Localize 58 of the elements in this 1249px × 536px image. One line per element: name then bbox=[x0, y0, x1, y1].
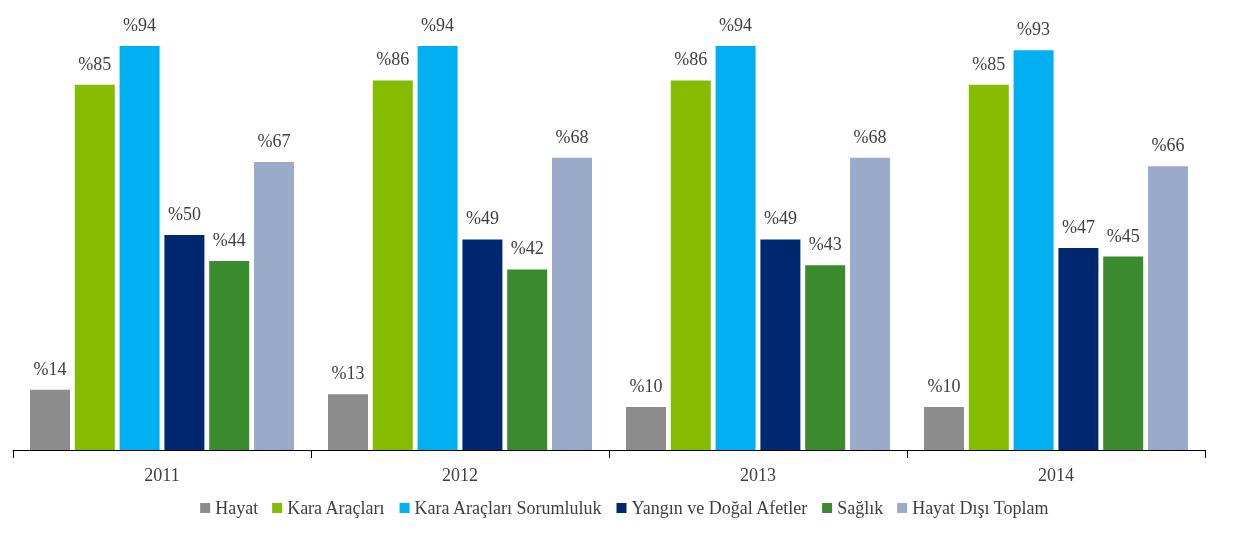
data-label: %14 bbox=[33, 358, 67, 379]
bar bbox=[670, 80, 711, 450]
bar bbox=[254, 162, 294, 450]
bar bbox=[164, 235, 205, 450]
data-label: %93 bbox=[1017, 19, 1051, 40]
data-label: %45 bbox=[1106, 225, 1140, 246]
bar bbox=[715, 46, 756, 450]
x-tick-label: 2011 bbox=[144, 465, 180, 485]
data-label: %94 bbox=[421, 15, 455, 35]
x-tick-label: 2014 bbox=[1038, 465, 1074, 485]
bar bbox=[209, 260, 250, 450]
legend-label: Hayat Dışı Toplam bbox=[912, 498, 1049, 518]
bar bbox=[924, 407, 964, 450]
legend-label: Kara Araçları Sorumluluk bbox=[414, 498, 602, 518]
bar bbox=[74, 84, 115, 450]
data-label: %10 bbox=[629, 376, 663, 397]
bar bbox=[552, 157, 592, 450]
data-label: %85 bbox=[972, 53, 1006, 74]
x-tick-label: 2013 bbox=[740, 465, 776, 485]
bar bbox=[1103, 256, 1144, 450]
bar bbox=[1058, 248, 1099, 450]
bar bbox=[1148, 166, 1188, 450]
bar bbox=[372, 80, 413, 450]
bar bbox=[328, 394, 368, 450]
data-label: %86 bbox=[674, 49, 708, 70]
data-label: %50 bbox=[167, 204, 201, 225]
bar bbox=[805, 265, 846, 450]
data-label: %94 bbox=[719, 15, 753, 35]
bar bbox=[507, 269, 548, 450]
data-label: %67 bbox=[257, 131, 291, 152]
bar bbox=[968, 84, 1009, 450]
legend-label: Hayat bbox=[215, 498, 259, 518]
data-label: %44 bbox=[212, 229, 246, 250]
bar bbox=[626, 407, 666, 450]
data-label: %94 bbox=[123, 15, 157, 35]
data-label: %49 bbox=[465, 208, 499, 229]
bar bbox=[30, 389, 70, 450]
bar bbox=[417, 46, 458, 450]
data-label: %66 bbox=[1151, 135, 1185, 156]
data-label: %49 bbox=[763, 208, 797, 229]
bar bbox=[462, 239, 503, 450]
data-label: %47 bbox=[1061, 217, 1095, 237]
data-label: %13 bbox=[331, 363, 365, 384]
data-label: %68 bbox=[853, 126, 887, 147]
bar bbox=[760, 239, 801, 450]
data-label: %43 bbox=[808, 234, 842, 255]
bar bbox=[850, 157, 890, 450]
data-label: %86 bbox=[376, 49, 410, 70]
data-label: %42 bbox=[510, 238, 544, 259]
data-label: %10 bbox=[927, 376, 961, 397]
legend-label: Yangın ve Doğal Afetler bbox=[631, 498, 808, 518]
legend-label: Kara Araçları bbox=[287, 498, 385, 518]
bar bbox=[1013, 50, 1054, 450]
legend-label: Sağlık bbox=[837, 498, 884, 518]
data-label: %68 bbox=[555, 126, 589, 147]
x-tick-label: 2012 bbox=[442, 465, 478, 485]
bar bbox=[119, 46, 160, 450]
data-label: %85 bbox=[78, 53, 112, 74]
